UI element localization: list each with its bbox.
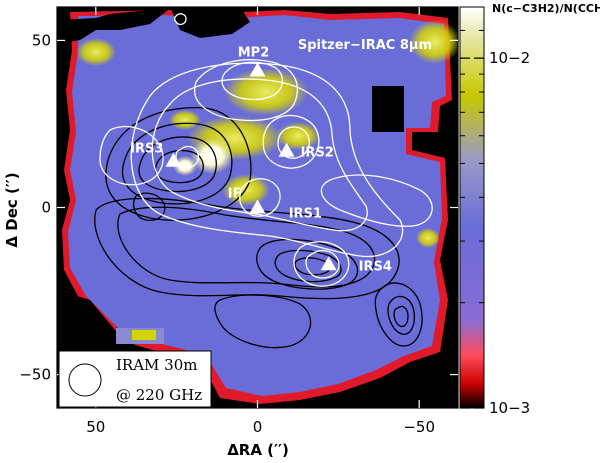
- overlay-label: Spitzer−IRAC 8μm: [298, 38, 432, 53]
- source-marker-mp2: [249, 62, 266, 77]
- x-tick-label: 50: [86, 418, 105, 436]
- source-label-irs3: IRS3: [130, 142, 163, 157]
- map-black-hole-top: [170, 7, 250, 38]
- map-high-ratio: [416, 228, 440, 248]
- source-marker-irs4: [320, 256, 337, 271]
- x-tick-label: −50: [403, 418, 435, 436]
- beam-telescope: IRAM 30m: [116, 356, 198, 374]
- x-axis-title: ΔRA (′′): [227, 441, 289, 459]
- map-black-hole-left: [57, 10, 168, 44]
- map-peak-ratio: [190, 138, 234, 174]
- y-axis-title: Δ Dec (′′): [3, 172, 21, 247]
- colorbar-tick-label: 10−3: [489, 399, 530, 417]
- colorbar-ticks: 10−2 10−3: [460, 6, 530, 417]
- source-markers: MP2 IRS3 IRS2 IF IRS1 IRS4: [130, 45, 392, 274]
- source-label-irs4: IRS4: [359, 259, 392, 274]
- source-marker-irs2: [278, 142, 295, 157]
- white-contours: [99, 13, 433, 287]
- colorbar-tick-label: 10−2: [489, 49, 530, 67]
- ratio-map: MP2 IRS3 IRS2 IF IRS1 IRS4 Spitzer−IRAC 8μm: [57, 7, 458, 408]
- axis-ticks: 50 0 −50 50 0 −50: [19, 7, 458, 436]
- colorbar-title: N(c−C3H2)/N(CCH): [492, 2, 600, 15]
- source-marker-irs3: [165, 152, 182, 167]
- map-high-ratio: [76, 38, 116, 66]
- map-black-hole-right: [372, 86, 404, 132]
- y-tick-label: 0: [41, 199, 51, 217]
- source-marker-if: [249, 199, 266, 214]
- map-high-ratio: [169, 110, 201, 130]
- map-high-ratio: [224, 68, 308, 116]
- beam-circle: [68, 363, 102, 397]
- map-high-ratio: [409, 20, 458, 64]
- source-label-irs2: IRS2: [301, 146, 334, 161]
- y-tick-label: 50: [32, 31, 51, 49]
- x-tick-label: 0: [253, 418, 263, 436]
- y-tick-label: −50: [19, 366, 51, 384]
- colorbar-gradient: [459, 6, 485, 409]
- colorbar: 10−2 10−3 N(c−C3H2)/N(CCH): [459, 2, 600, 417]
- source-label-if: IF: [228, 187, 242, 202]
- map-patch-yellow: [132, 330, 156, 340]
- map-black-lower-right: [270, 340, 458, 408]
- source-label-irs1: IRS1: [289, 207, 322, 222]
- beam-frequency: @ 220 GHz: [116, 386, 202, 404]
- map-peak-ratio: [173, 156, 197, 176]
- source-label-mp2: MP2: [238, 45, 270, 60]
- beam-legend-box: [58, 350, 212, 408]
- beam-legend: IRAM 30m @ 220 GHz: [58, 350, 212, 408]
